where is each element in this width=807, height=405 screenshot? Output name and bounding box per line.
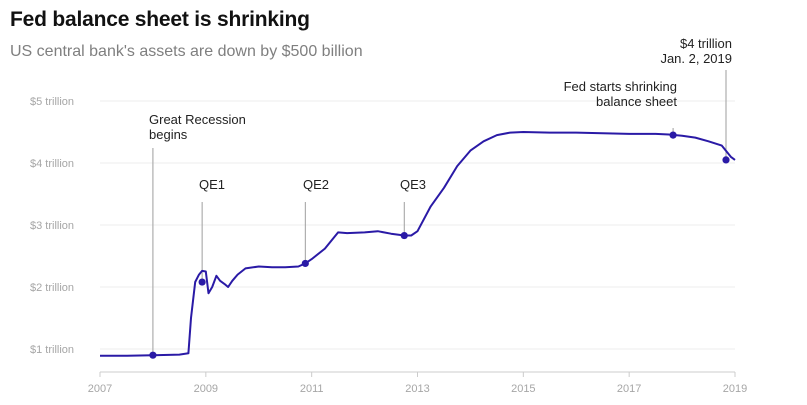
x-tick-label: 2009 [194, 383, 218, 395]
callout-lines [152, 70, 727, 356]
annotation-line: QE1 [199, 177, 225, 192]
event-marker [669, 131, 677, 139]
x-tick-label: 2013 [405, 383, 429, 395]
event-marker [149, 351, 157, 359]
annotation-label: Great Recession begins [149, 112, 246, 142]
annotation-line: balance sheet [596, 94, 677, 109]
annotation-line: Fed starts shrinking [564, 79, 677, 94]
annotation-line: Great Recession [149, 112, 246, 127]
series-line-fed-assets [100, 131, 736, 357]
x-tick-label: 2015 [511, 383, 535, 395]
annotation-label: QE1 [199, 177, 225, 192]
x-tick-label: 2019 [723, 383, 747, 395]
annotation-label: QE3 [400, 177, 426, 192]
y-tick-label: $3 trillion [30, 220, 74, 232]
chart-title: Fed balance sheet is shrinking [10, 8, 310, 31]
event-marker [722, 156, 730, 164]
y-tick-label: $2 trillion [30, 282, 74, 294]
x-tick-label: 2007 [88, 383, 112, 395]
event-marker [198, 278, 206, 286]
event-marker [400, 231, 408, 240]
annotation-line: $4 trillion [680, 36, 732, 51]
event-marker [301, 259, 309, 268]
annotation-label: $4 trillion Jan. 2, 2019 [660, 36, 732, 66]
x-tick-label: 2017 [617, 383, 641, 395]
gridlines [100, 100, 735, 350]
annotation-line: QE3 [400, 177, 426, 192]
y-tick-label: $4 trillion [30, 158, 74, 170]
annotation-label: Fed starts shrinking balance sheet [564, 79, 678, 109]
event-markers [149, 131, 730, 359]
x-axis-ticks: 2007 2009 2011 2013 2015 2017 2019 [88, 372, 747, 395]
y-tick-label: $5 trillion [30, 96, 74, 108]
x-tick-label: 2011 [300, 383, 324, 395]
y-axis-ticks: $1 trillion $2 trillion $3 trillion $4 tril… [30, 96, 74, 356]
chart-subtitle: US central bank's assets are down by $50… [10, 43, 363, 60]
y-tick-label: $1 trillion [30, 344, 74, 356]
annotation-line: Jan. 2, 2019 [660, 51, 732, 66]
annotation-label: QE2 [303, 177, 329, 192]
annotations: Great Recession begins QE1 QE2 QE3 Fed starts… [149, 36, 732, 192]
annotation-line: QE2 [303, 177, 329, 192]
annotation-line: begins [149, 127, 188, 142]
